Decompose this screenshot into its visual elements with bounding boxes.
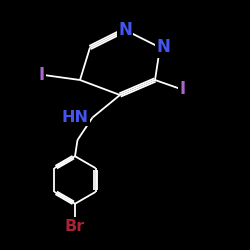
Text: N: N bbox=[157, 38, 171, 56]
Text: HN: HN bbox=[62, 110, 89, 125]
Text: I: I bbox=[180, 80, 186, 98]
Text: HN: HN bbox=[62, 110, 89, 125]
Text: N: N bbox=[157, 38, 171, 56]
Text: I: I bbox=[38, 66, 44, 84]
Text: I: I bbox=[180, 80, 186, 98]
Text: Br: Br bbox=[65, 219, 85, 234]
Text: I: I bbox=[38, 66, 44, 84]
Text: Br: Br bbox=[65, 219, 85, 234]
Text: N: N bbox=[118, 21, 132, 39]
Text: N: N bbox=[118, 21, 132, 39]
